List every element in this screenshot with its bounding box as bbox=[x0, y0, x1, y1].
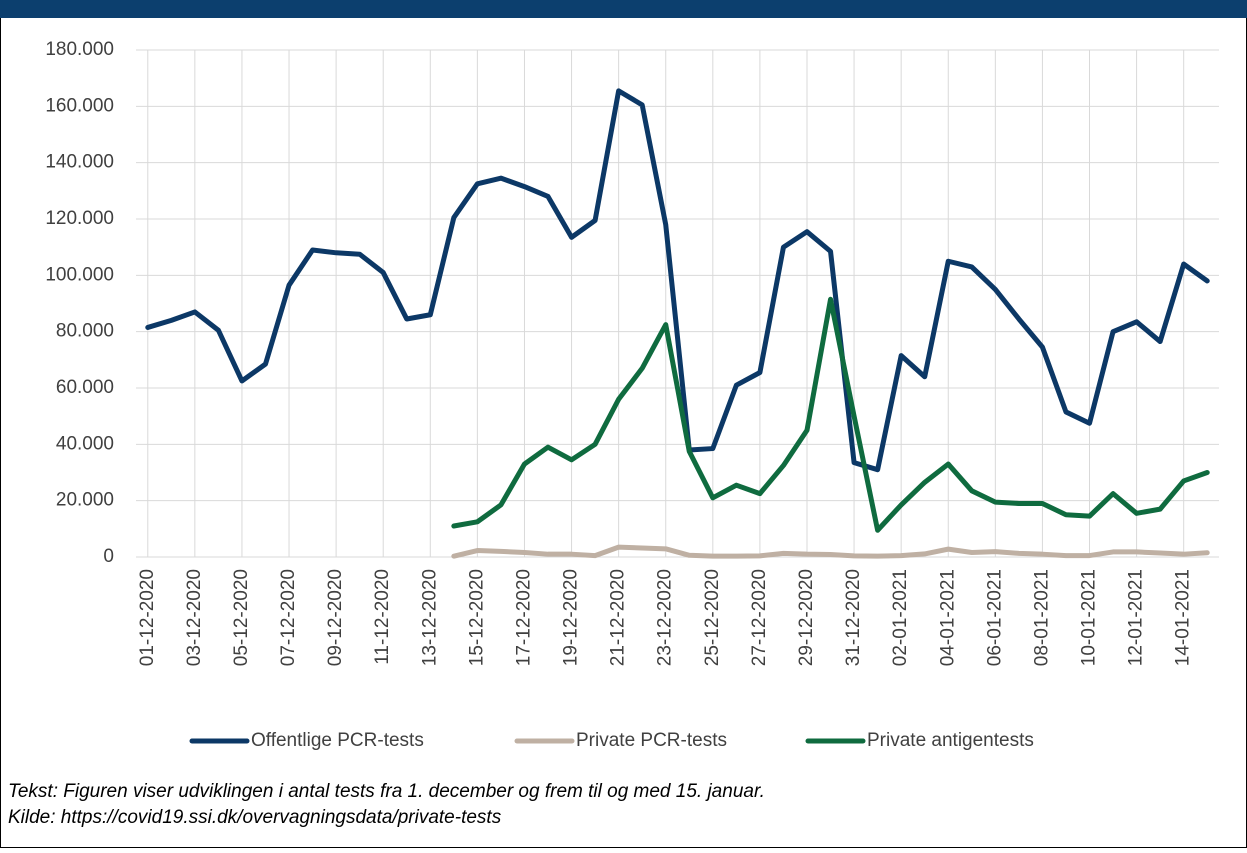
legend-label: Private PCR-tests bbox=[576, 730, 727, 751]
y-tick-label: 80.000 bbox=[56, 321, 114, 342]
y-tick-label: 160.000 bbox=[45, 95, 114, 116]
x-tick-label: 03-12-2020 bbox=[184, 569, 205, 666]
x-tick-label: 08-01-2021 bbox=[1031, 569, 1052, 666]
x-tick-label: 15-12-2020 bbox=[466, 569, 487, 666]
x-tick-label: 12-01-2021 bbox=[1126, 569, 1147, 666]
note: Tekst: Figuren viser udviklingen i antal… bbox=[8, 781, 765, 802]
x-tick-label: 19-12-2020 bbox=[561, 569, 582, 666]
x-tick-label: 09-12-2020 bbox=[325, 569, 346, 666]
x-tick-label: 05-12-2020 bbox=[231, 569, 252, 666]
y-tick-label: 100.000 bbox=[45, 264, 114, 285]
x-tick-label: 23-12-2020 bbox=[655, 569, 676, 666]
y-tick-label: 140.000 bbox=[45, 152, 114, 173]
x-tick-label: 13-12-2020 bbox=[419, 569, 440, 666]
x-tick-label: 10-01-2021 bbox=[1079, 569, 1100, 666]
x-tick-label: 06-01-2021 bbox=[984, 569, 1005, 666]
x-tick-label: 04-01-2021 bbox=[937, 569, 958, 666]
y-tick-label: 40.000 bbox=[56, 433, 114, 454]
series-line bbox=[451, 544, 1210, 559]
x-tick-label: 17-12-2020 bbox=[513, 569, 534, 666]
y-tick-label: 0 bbox=[103, 546, 114, 567]
x-tick-label: 29-12-2020 bbox=[796, 569, 817, 666]
x-tick-label: 11-12-2020 bbox=[372, 569, 393, 665]
header-bar bbox=[0, 0, 1247, 18]
y-tick-label: 20.000 bbox=[56, 490, 114, 511]
x-tick-label: 21-12-2020 bbox=[608, 569, 629, 666]
series-line bbox=[451, 296, 1210, 533]
y-tick-label: 180.000 bbox=[45, 39, 114, 60]
x-tick-label: 01-12-2020 bbox=[137, 569, 158, 666]
x-tick-label: 31-12-2020 bbox=[843, 569, 864, 666]
legend-label: Private antigentests bbox=[867, 730, 1034, 751]
note: Kilde: https://covid19.ssi.dk/overvagnin… bbox=[8, 807, 502, 828]
x-tick-label: 07-12-2020 bbox=[278, 569, 299, 666]
legend-label: Offentlige PCR-tests bbox=[251, 730, 424, 751]
y-tick-label: 120.000 bbox=[45, 208, 114, 229]
x-tick-label: 27-12-2020 bbox=[749, 569, 770, 666]
x-tick-label: 14-01-2021 bbox=[1173, 569, 1194, 666]
y-tick-label: 60.000 bbox=[56, 377, 114, 398]
x-tick-label: 25-12-2020 bbox=[702, 569, 723, 666]
x-tick-label: 02-01-2021 bbox=[890, 569, 911, 666]
series-line bbox=[145, 88, 1210, 473]
